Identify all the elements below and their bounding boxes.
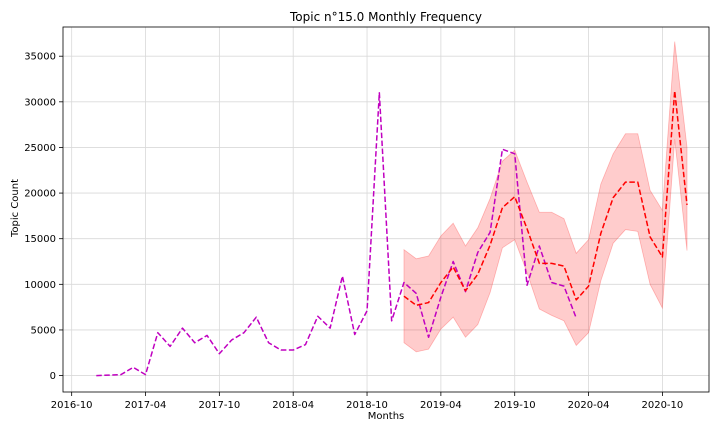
series-layer bbox=[96, 90, 688, 377]
forecast-series-line bbox=[403, 90, 688, 307]
x-tick-label: 2017-10 bbox=[198, 400, 240, 411]
y-tick-label: 0 bbox=[50, 371, 56, 382]
x-tick-label: 2018-04 bbox=[272, 400, 314, 411]
y-axis-ticks: 0 5000 10000 15000 20000 25000 30000 35000 bbox=[24, 52, 63, 382]
y-tick-label: 15000 bbox=[24, 234, 56, 245]
x-tick-label: 2020-04 bbox=[568, 400, 610, 411]
x-tick-label: 2018-10 bbox=[346, 400, 388, 411]
x-tick-label: 2019-10 bbox=[494, 400, 536, 411]
x-tick-label: 2016-10 bbox=[51, 400, 93, 411]
x-tick-label: 2019-04 bbox=[420, 400, 462, 411]
confidence-band-layer bbox=[403, 41, 688, 353]
y-tick-label: 30000 bbox=[24, 97, 56, 108]
x-axis-label: Months bbox=[368, 411, 405, 422]
grid-layer bbox=[63, 27, 709, 392]
x-tick-label: 2017-04 bbox=[125, 400, 167, 411]
observed-series-line bbox=[96, 91, 577, 377]
plot-frame bbox=[62, 26, 710, 393]
y-tick-label: 20000 bbox=[24, 189, 56, 200]
y-tick-label: 25000 bbox=[24, 143, 56, 154]
y-axis-label: Topic Count bbox=[10, 179, 21, 238]
forecast-confidence-band bbox=[403, 41, 688, 353]
y-tick-label: 35000 bbox=[24, 52, 56, 63]
y-tick-label: 10000 bbox=[24, 280, 56, 291]
x-tick-label: 2020-10 bbox=[641, 400, 683, 411]
x-axis-ticks: 2016-10 2017-04 2017-10 2018-04 2018-10 2019-… bbox=[51, 392, 683, 411]
y-tick-label: 5000 bbox=[31, 325, 56, 336]
chart-title: Topic n°15.0 Monthly Frequency bbox=[289, 10, 482, 24]
